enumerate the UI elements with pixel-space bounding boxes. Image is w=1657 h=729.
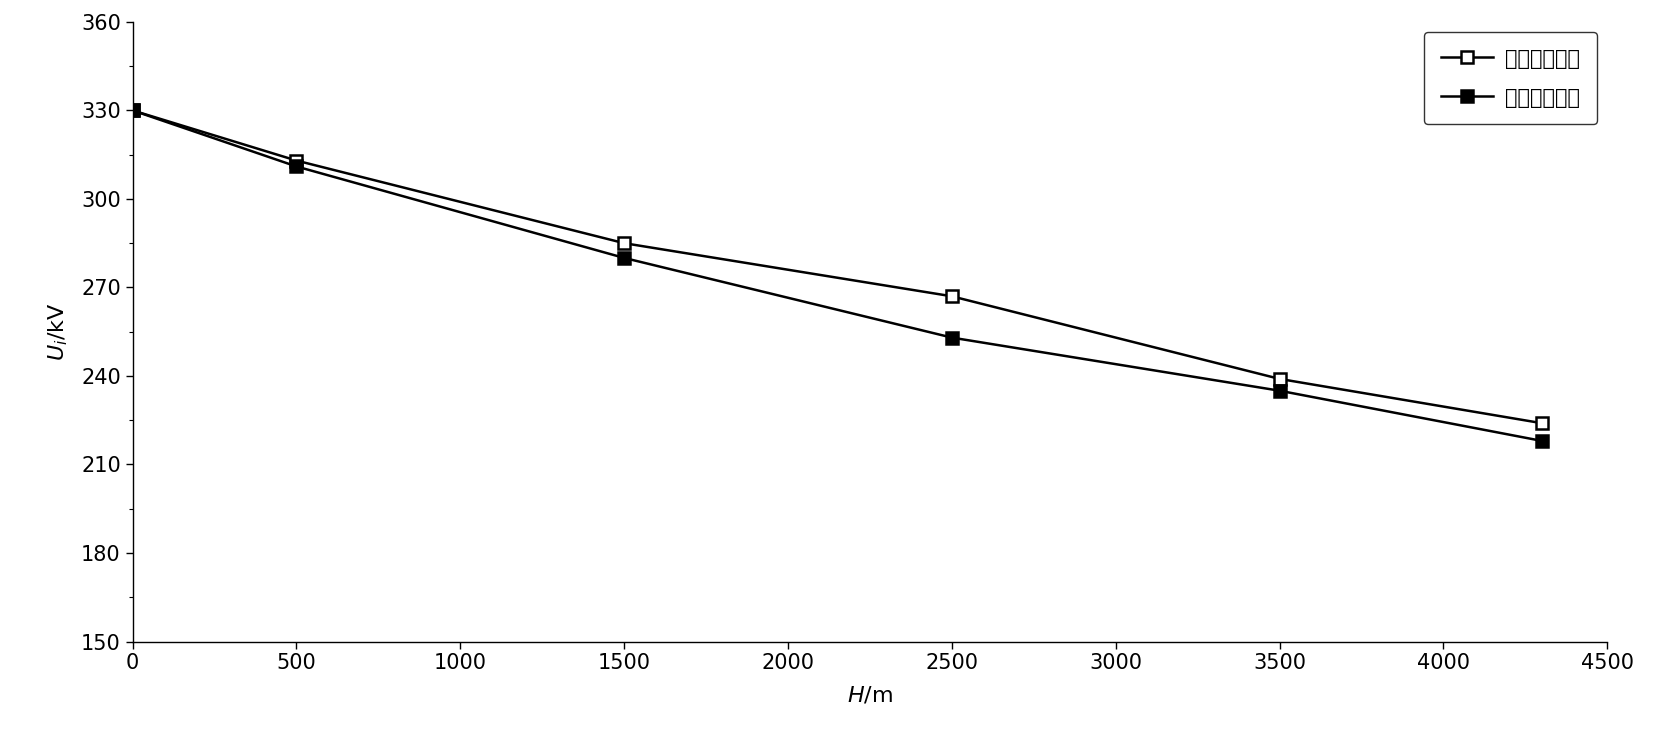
Y-axis label: $\mathit{U}_\mathit{i}$/kV: $\mathit{U}_\mathit{i}$/kV [46,303,70,361]
Legend: 钟罩式防振锤, 音叉式防振锤: 钟罩式防振锤, 音叉式防振锤 [1423,32,1597,125]
X-axis label: $\mathit{H}$/m: $\mathit{H}$/m [847,685,893,706]
